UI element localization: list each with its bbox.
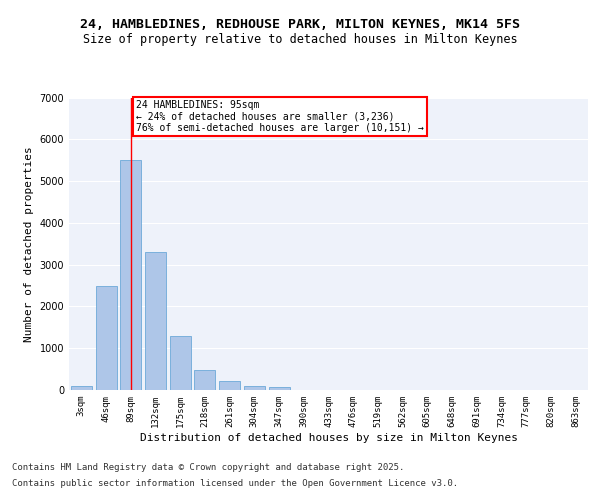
Bar bbox=[145, 252, 166, 390]
Text: 24 HAMBLEDINES: 95sqm
← 24% of detached houses are smaller (3,236)
76% of semi-d: 24 HAMBLEDINES: 95sqm ← 24% of detached … bbox=[136, 100, 424, 133]
Bar bbox=[71, 386, 92, 390]
Y-axis label: Number of detached properties: Number of detached properties bbox=[24, 146, 34, 342]
Bar bbox=[244, 386, 265, 390]
Bar bbox=[269, 388, 290, 390]
X-axis label: Distribution of detached houses by size in Milton Keynes: Distribution of detached houses by size … bbox=[139, 432, 517, 442]
Bar bbox=[219, 381, 240, 390]
Bar bbox=[95, 286, 116, 390]
Text: Contains HM Land Registry data © Crown copyright and database right 2025.: Contains HM Land Registry data © Crown c… bbox=[12, 464, 404, 472]
Bar bbox=[170, 336, 191, 390]
Text: Contains public sector information licensed under the Open Government Licence v3: Contains public sector information licen… bbox=[12, 478, 458, 488]
Bar bbox=[120, 160, 141, 390]
Text: Size of property relative to detached houses in Milton Keynes: Size of property relative to detached ho… bbox=[83, 32, 517, 46]
Bar bbox=[194, 370, 215, 390]
Text: 24, HAMBLEDINES, REDHOUSE PARK, MILTON KEYNES, MK14 5FS: 24, HAMBLEDINES, REDHOUSE PARK, MILTON K… bbox=[80, 18, 520, 30]
